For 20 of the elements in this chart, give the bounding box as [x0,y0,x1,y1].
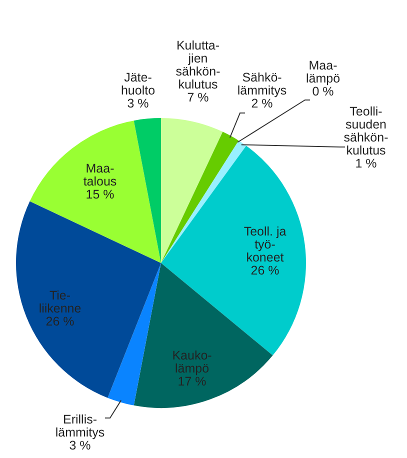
slice-label: Teoll. ja työ- koneet [244,224,286,265]
category-label: Maa- lämpö [306,58,340,86]
data-label: 15 % [86,188,114,202]
slice-label: Sähkö- lämmitys [237,70,287,98]
data-label: 1 % [355,156,377,171]
data-label: 26 % [46,314,74,329]
slice-label: Kulutta- jien sähkön- kulutus [176,38,220,92]
data-label: 26 % [250,264,280,278]
text: 0 % [312,84,334,99]
slice-label: Teolli- suuden sähkön- kulutus [344,104,388,158]
slice-label: Erillis- lämmitys [55,412,105,440]
slice-label: Kauko- lämpö [172,348,212,376]
data-label: 3 % [127,96,149,111]
slice-label: Jäte- huolto [120,70,156,98]
slice-label: Tie- liikenne [38,288,82,316]
data-label: 17 % [178,374,206,389]
data-label: 3 % [69,438,91,453]
data-label: 2 % [251,96,273,111]
slice-label: Maa- talous [83,162,117,189]
data-label: 7 % [187,90,209,105]
